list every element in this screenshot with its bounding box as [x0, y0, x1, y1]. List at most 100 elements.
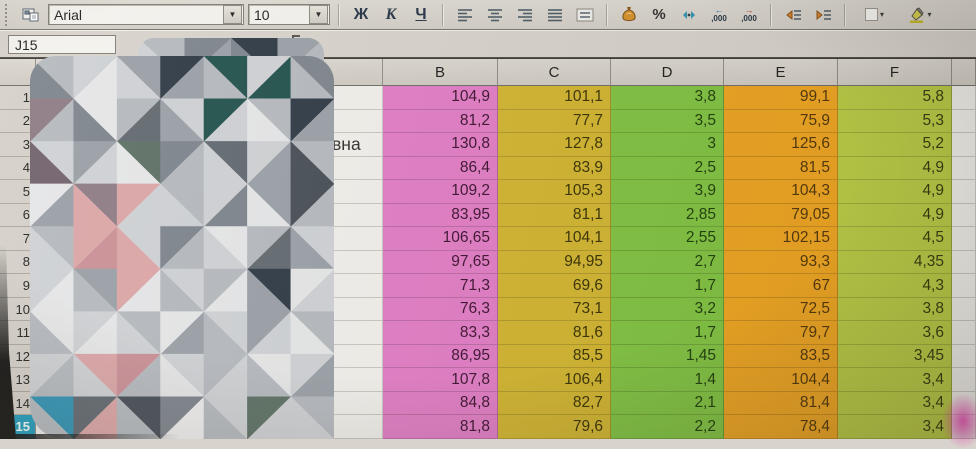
align-right-button[interactable]: [512, 3, 538, 27]
cell-D10[interactable]: 3,2: [611, 297, 724, 322]
cell-D4[interactable]: 2,5: [611, 156, 724, 181]
cell-F3[interactable]: 5,2: [838, 133, 952, 157]
cell-D2[interactable]: 3,5: [611, 109, 724, 134]
cell-E7[interactable]: 102,15: [724, 227, 838, 251]
cell-F11[interactable]: 3,6: [838, 321, 952, 345]
cell-E5[interactable]: 104,3: [724, 180, 838, 204]
col-header-B[interactable]: B: [383, 59, 498, 86]
cell-E11[interactable]: 79,7: [724, 321, 838, 345]
cell-D3[interactable]: 3: [611, 133, 724, 157]
increase-indent-button[interactable]: [810, 3, 836, 27]
cell-D5[interactable]: 3,9: [611, 180, 724, 204]
cell-G11[interactable]: [952, 321, 976, 345]
cell-G6[interactable]: [952, 203, 976, 228]
font-size-dropdown[interactable]: ▼: [309, 5, 328, 24]
percent-format-button[interactable]: %: [646, 3, 672, 27]
cell-B13[interactable]: 107,8: [383, 368, 498, 392]
cell-G3[interactable]: [952, 133, 976, 157]
cell-D6[interactable]: 2,85: [611, 203, 724, 228]
cell-C4[interactable]: 83,9: [498, 156, 611, 181]
cell-F13[interactable]: 3,4: [838, 368, 952, 392]
bold-button[interactable]: Ж: [348, 3, 374, 27]
cell-D12[interactable]: 1,45: [611, 344, 724, 369]
cell-D9[interactable]: 1,7: [611, 274, 724, 298]
cell-C11[interactable]: 81,6: [498, 321, 611, 345]
cell-F15[interactable]: 3,4: [838, 415, 952, 439]
cell-C13[interactable]: 106,4: [498, 368, 611, 392]
thousands-separator-button[interactable]: [676, 3, 702, 27]
cell-G12[interactable]: [952, 344, 976, 369]
cell-F4[interactable]: 4,9: [838, 156, 952, 181]
cell-G13[interactable]: [952, 368, 976, 392]
cell-C7[interactable]: 104,1: [498, 227, 611, 251]
fill-color-dropdown-arrow[interactable]: ▾: [927, 10, 932, 19]
cell-G9[interactable]: [952, 274, 976, 298]
toolbar-grip[interactable]: [5, 3, 11, 26]
cell-B8[interactable]: 97,65: [383, 250, 498, 275]
cell-D14[interactable]: 2,1: [611, 391, 724, 416]
cell-B7[interactable]: 106,65: [383, 227, 498, 251]
cell-G14[interactable]: [952, 391, 976, 416]
cell-C6[interactable]: 81,1: [498, 203, 611, 228]
cell-C10[interactable]: 73,1: [498, 297, 611, 322]
cell-F6[interactable]: 4,9: [838, 203, 952, 228]
cell-D1[interactable]: 3,8: [611, 86, 724, 110]
cell-F14[interactable]: 3,4: [838, 391, 952, 416]
cell-B4[interactable]: 86,4: [383, 156, 498, 181]
cell-F5[interactable]: 4,9: [838, 180, 952, 204]
cell-G10[interactable]: [952, 297, 976, 322]
cell-C15[interactable]: 79,6: [498, 415, 611, 439]
cell-B11[interactable]: 83,3: [383, 321, 498, 345]
font-size-combo[interactable]: 10 ▼: [248, 4, 330, 25]
decrease-decimal-button[interactable]: → ,000: [736, 3, 762, 27]
cell-E14[interactable]: 81,4: [724, 391, 838, 416]
cell-B2[interactable]: 81,2: [383, 109, 498, 134]
cell-E10[interactable]: 72,5: [724, 297, 838, 322]
merge-cells-button[interactable]: [572, 3, 598, 27]
cell-G4[interactable]: [952, 156, 976, 181]
cell-C1[interactable]: 101,1: [498, 86, 611, 110]
cell-E12[interactable]: 83,5: [724, 344, 838, 369]
cell-B9[interactable]: 71,3: [383, 274, 498, 298]
cell-G2[interactable]: [952, 109, 976, 134]
align-justify-button[interactable]: [542, 3, 568, 27]
cell-C14[interactable]: 82,7: [498, 391, 611, 416]
cell-C3[interactable]: 127,8: [498, 133, 611, 157]
cell-B5[interactable]: 109,2: [383, 180, 498, 204]
cell-E4[interactable]: 81,5: [724, 156, 838, 181]
cell-F9[interactable]: 4,3: [838, 274, 952, 298]
name-box[interactable]: J15: [8, 35, 116, 54]
cell-G1[interactable]: [952, 86, 976, 110]
cell-E13[interactable]: 104,4: [724, 368, 838, 392]
cell-E2[interactable]: 75,9: [724, 109, 838, 134]
cell-D15[interactable]: 2,2: [611, 415, 724, 439]
cell-B10[interactable]: 76,3: [383, 297, 498, 322]
col-header-G[interactable]: [952, 59, 976, 86]
cell-F12[interactable]: 3,45: [838, 344, 952, 369]
cell-F8[interactable]: 4,35: [838, 250, 952, 275]
cell-D7[interactable]: 2,55: [611, 227, 724, 251]
cell-G5[interactable]: [952, 180, 976, 204]
cell-C2[interactable]: 77,7: [498, 109, 611, 134]
borders-dropdown-arrow[interactable]: ▾: [879, 10, 884, 19]
col-header-C[interactable]: C: [498, 59, 611, 86]
col-header-D[interactable]: D: [611, 59, 724, 86]
font-name-dropdown[interactable]: ▼: [223, 5, 242, 24]
cell-C9[interactable]: 69,6: [498, 274, 611, 298]
cell-E6[interactable]: 79,05: [724, 203, 838, 228]
cell-E1[interactable]: 99,1: [724, 86, 838, 110]
cell-B14[interactable]: 84,8: [383, 391, 498, 416]
cell-G7[interactable]: [952, 227, 976, 251]
cell-C8[interactable]: 94,95: [498, 250, 611, 275]
cell-F2[interactable]: 5,3: [838, 109, 952, 134]
font-name-combo[interactable]: Arial ▼: [48, 4, 244, 25]
borders-button[interactable]: ▾: [854, 3, 894, 27]
col-header-E[interactable]: E: [724, 59, 838, 86]
cell-E15[interactable]: 78,4: [724, 415, 838, 439]
cell-E3[interactable]: 125,6: [724, 133, 838, 157]
cell-F7[interactable]: 4,5: [838, 227, 952, 251]
cell-B12[interactable]: 86,95: [383, 344, 498, 369]
cell-E9[interactable]: 67: [724, 274, 838, 298]
cell-B3[interactable]: 130,8: [383, 133, 498, 157]
fill-color-button[interactable]: ▾: [898, 3, 942, 27]
